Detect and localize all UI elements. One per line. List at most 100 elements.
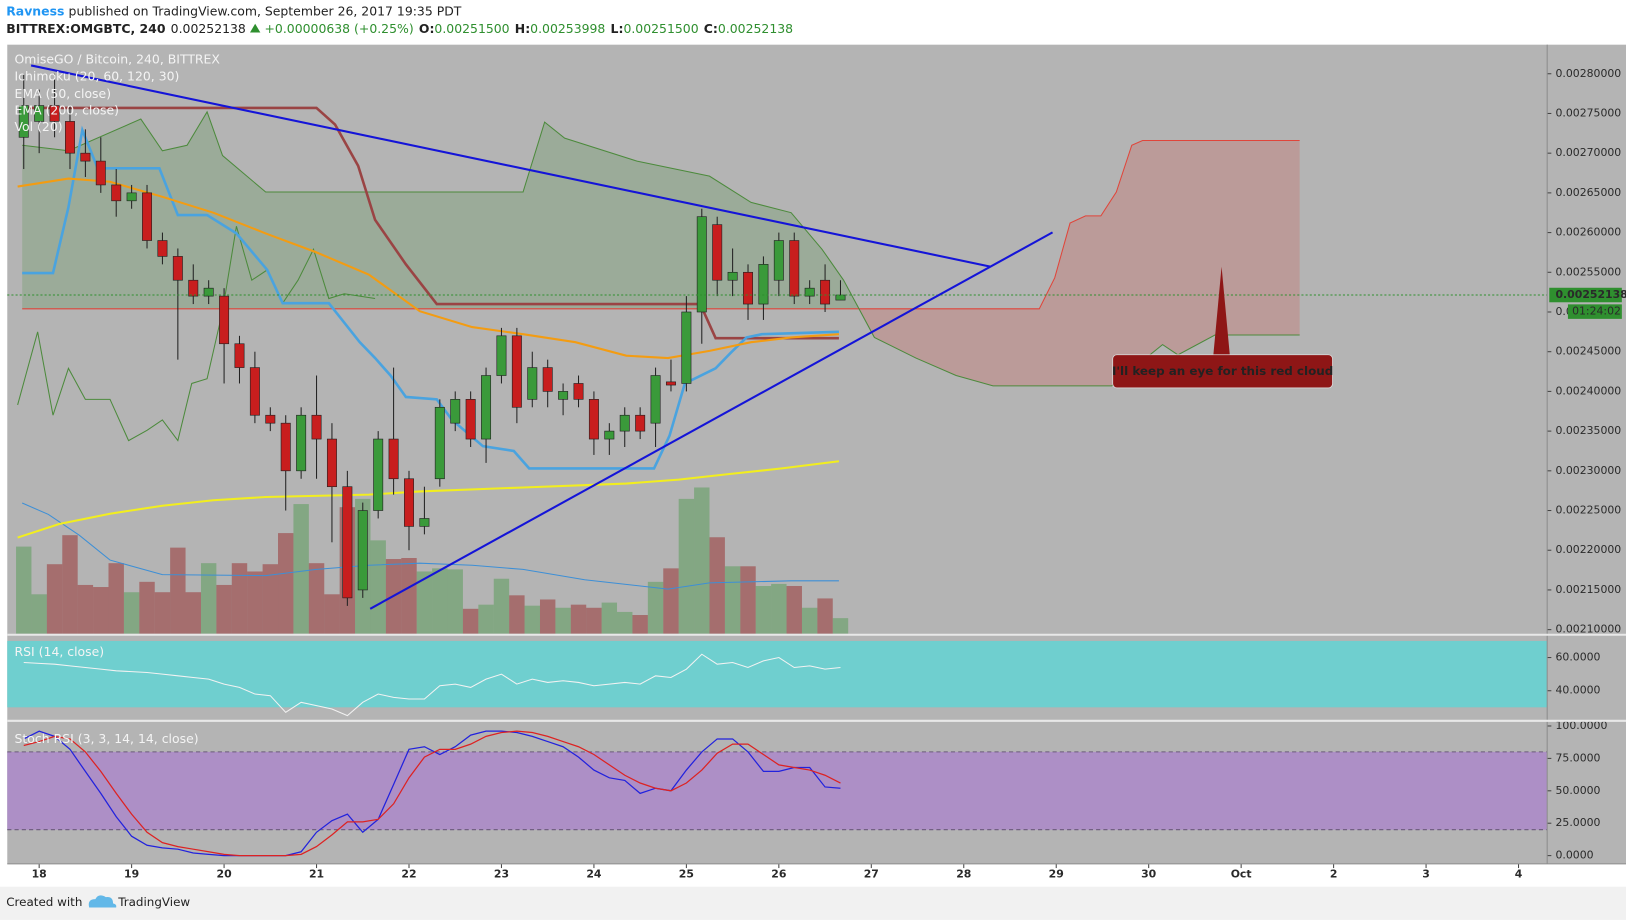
volume-bar	[617, 611, 633, 634]
y-tick-label: 0.00260000	[1555, 226, 1621, 239]
base-line	[22, 106, 839, 340]
volume-bar	[432, 568, 448, 634]
ohlc-value: 0.00253998	[530, 21, 605, 36]
candle-body	[804, 287, 815, 297]
legend-entry: EMA (50, close)	[15, 86, 112, 101]
volume-bar	[401, 557, 417, 634]
candle-body	[311, 414, 322, 440]
candle-body	[34, 105, 45, 122]
candle-body	[280, 422, 291, 472]
candle-body	[665, 381, 676, 386]
x-tick-label: 20	[217, 867, 233, 880]
cloud-span-b	[22, 139, 1300, 310]
candle-body	[635, 414, 646, 432]
pane-title: Stoch RSI (3, 3, 14, 14, close)	[15, 731, 199, 746]
candle-body	[588, 399, 599, 440]
cloud-span-a	[22, 110, 1300, 387]
rsi-band	[7, 640, 1548, 708]
volume-bar	[416, 571, 433, 634]
y-tick-label: 75.0000	[1555, 751, 1600, 764]
published: published on TradingView.com, September …	[69, 3, 462, 18]
symbol-line: BITTREX:OMGBTC, 240 0.00252138 +0.00000638…	[6, 21, 793, 36]
ohlc-value: 0.00251500	[434, 21, 509, 36]
rsi-line	[23, 653, 841, 717]
candle-body	[542, 367, 553, 392]
volume-bar	[709, 537, 725, 634]
candle-body	[142, 192, 153, 241]
chart-title: OmiseGO / Bitcoin, 240, BITTREX	[15, 52, 221, 67]
candle-body	[558, 391, 569, 400]
volume-bar	[493, 578, 510, 634]
volume-bar	[278, 533, 294, 634]
volume-bar	[123, 592, 140, 634]
volume-bar	[462, 608, 479, 634]
ema-line	[17, 177, 839, 360]
lagging-span	[17, 226, 376, 442]
volume-bar	[632, 615, 648, 634]
volume-bar	[678, 498, 695, 634]
volume-bar	[447, 569, 463, 634]
volume-bar	[247, 571, 263, 634]
x-tick-label: 21	[309, 867, 324, 880]
candle-body	[619, 414, 630, 432]
candle-body	[419, 518, 430, 527]
y-tick-label: 0.0000	[1555, 849, 1593, 862]
volume-bar	[93, 587, 109, 634]
y-tick-label: 0.00255000	[1555, 265, 1621, 278]
y-tick-label: 40.0000	[1555, 684, 1600, 697]
candle-body	[511, 335, 522, 408]
candle-body	[434, 406, 445, 480]
volume-bar	[139, 581, 155, 634]
candle-body	[188, 279, 199, 297]
candle-body	[450, 399, 461, 424]
pane-title: RSI (14, close)	[15, 644, 105, 659]
y-tick-label: 0.00230000	[1555, 464, 1621, 477]
up-arrow-icon	[249, 23, 261, 33]
conversion-line	[22, 125, 839, 470]
candle-body	[157, 240, 168, 257]
candle-body	[465, 399, 476, 440]
candle-body	[126, 192, 137, 202]
plot-layer: 0.00210000 0.00215000 0.00220000 0.00225000…	[7, 67, 1626, 880]
y-tick-label: 0.00275000	[1555, 106, 1621, 119]
candle-body	[789, 240, 800, 297]
volume-bar	[771, 583, 787, 634]
candle-body	[758, 264, 769, 305]
y-tick-label: 0.00225000	[1555, 504, 1621, 517]
volume-bar	[817, 598, 833, 634]
candle-body	[727, 271, 738, 281]
stoch-line	[23, 730, 841, 857]
y-tick-label: 100.0000	[1555, 719, 1607, 732]
volume-bar	[478, 604, 494, 634]
x-tick-label: 26	[771, 867, 786, 880]
y-tick-label: 0.00280000	[1555, 67, 1621, 80]
candle-body	[835, 294, 846, 301]
volume-bar	[832, 618, 849, 634]
volume-bar	[16, 546, 32, 634]
plot-background	[7, 44, 1626, 864]
candle-body	[65, 121, 75, 154]
y-tick-label: 0.00240000	[1555, 384, 1621, 397]
candle-body	[743, 271, 753, 305]
ohlc-label: H:	[515, 21, 530, 36]
countdown-label: 01:24:02	[1572, 305, 1621, 318]
volume-bar	[308, 563, 325, 634]
candle-body	[481, 375, 492, 440]
y-tick-label: 0.00265000	[1555, 186, 1621, 199]
volume-bar	[46, 564, 63, 634]
candle-body	[172, 256, 183, 281]
candle-body	[373, 438, 384, 511]
candle-body	[249, 367, 260, 416]
brand-link[interactable]: TradingView	[117, 895, 190, 909]
x-tick-label: 29	[1049, 867, 1064, 880]
candle-body	[650, 375, 661, 424]
candle-body	[95, 160, 106, 186]
ema-line	[17, 460, 840, 539]
y-tick-label: 0.00270000	[1555, 146, 1621, 159]
brand-logo[interactable]	[88, 895, 117, 908]
candle-body	[388, 438, 399, 480]
y-tick-label: 0.00215000	[1555, 583, 1621, 596]
y-tick-label: 0.00220000	[1555, 543, 1621, 556]
candle-body	[296, 414, 307, 472]
